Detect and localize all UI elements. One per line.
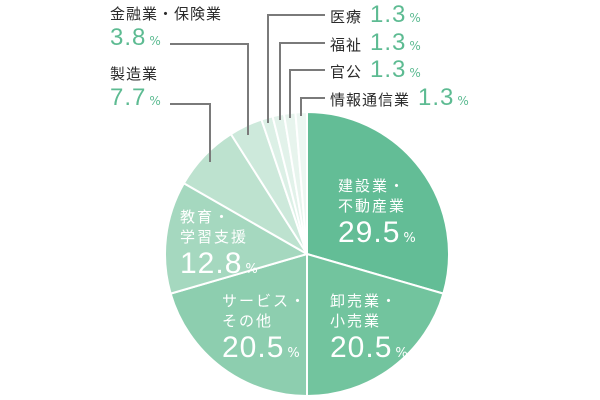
label-medical-name: 医療: [330, 8, 363, 26]
label-finance-value: 3.8: [110, 24, 147, 51]
leader-line-manufacturing: [170, 103, 211, 162]
pie-slice: [169, 253, 308, 397]
label-service-line1: サービス・: [222, 292, 308, 310]
label-wholesale-value: 20.5: [330, 331, 393, 364]
label-it-value: 1.3: [418, 84, 455, 111]
label-service: サービス・ その他 20.5 %: [222, 291, 307, 363]
label-construction-value: 29.5: [338, 216, 401, 249]
label-finance-name: 金融業・保険業: [110, 5, 223, 23]
pie-slice: [306, 111, 450, 295]
label-education-unit: %: [245, 262, 258, 277]
leader-line-medical: [267, 14, 325, 123]
label-it-name: 情報通信業: [330, 91, 411, 109]
label-wholesale-line1: 卸売業・: [330, 292, 399, 310]
label-wholesale-line2: 小売業: [330, 312, 382, 330]
label-welfare: 福祉 1.3 %: [330, 31, 421, 55]
label-construction: 建設業・ 不動産業 29.5 %: [338, 176, 416, 248]
label-welfare-unit: %: [409, 39, 421, 53]
label-it-unit: %: [457, 94, 469, 108]
label-service-line2: その他: [222, 312, 274, 330]
label-government: 官公 1.3 %: [330, 58, 421, 82]
label-service-unit: %: [287, 346, 300, 361]
label-construction-line2: 不動産業: [338, 197, 407, 215]
label-wholesale: 卸売業・ 小売業 20.5 %: [330, 291, 408, 363]
label-construction-line1: 建設業・: [338, 177, 407, 195]
pie-slice: [306, 253, 445, 397]
label-medical-value: 1.3: [370, 1, 407, 28]
leader-line-finance: [170, 43, 249, 135]
label-finance: 金融業・保険業 3.8 %: [110, 7, 222, 50]
label-welfare-name: 福祉: [330, 36, 363, 54]
pie-slice: [164, 182, 308, 295]
label-medical-unit: %: [409, 11, 421, 25]
label-manufacturing-unit: %: [149, 94, 161, 108]
label-manufacturing: 製造業 7.7 %: [110, 67, 161, 110]
leader-lines: [170, 14, 325, 162]
label-service-value: 20.5: [222, 331, 285, 364]
label-education-value: 12.8: [180, 247, 243, 280]
leader-line-it: [300, 97, 325, 116]
label-education-line2: 学習支援: [180, 228, 249, 246]
label-manufacturing-value: 7.7: [110, 84, 147, 111]
label-government-unit: %: [409, 66, 421, 80]
label-education: 教育・ 学習支援 12.8 %: [180, 207, 258, 279]
label-education-line1: 教育・: [180, 208, 232, 226]
label-wholesale-unit: %: [395, 346, 408, 361]
leader-line-welfare: [279, 42, 325, 120]
label-finance-unit: %: [149, 34, 161, 48]
label-it: 情報通信業 1.3 %: [330, 86, 469, 110]
label-government-value: 1.3: [370, 56, 407, 83]
label-medical: 医療 1.3 %: [330, 3, 421, 27]
label-government-name: 官公: [330, 63, 363, 81]
label-welfare-value: 1.3: [370, 29, 407, 56]
label-construction-unit: %: [403, 231, 416, 246]
pie-slices: [164, 110, 450, 397]
leader-line-government: [289, 69, 325, 118]
label-manufacturing-name: 製造業: [110, 65, 159, 83]
